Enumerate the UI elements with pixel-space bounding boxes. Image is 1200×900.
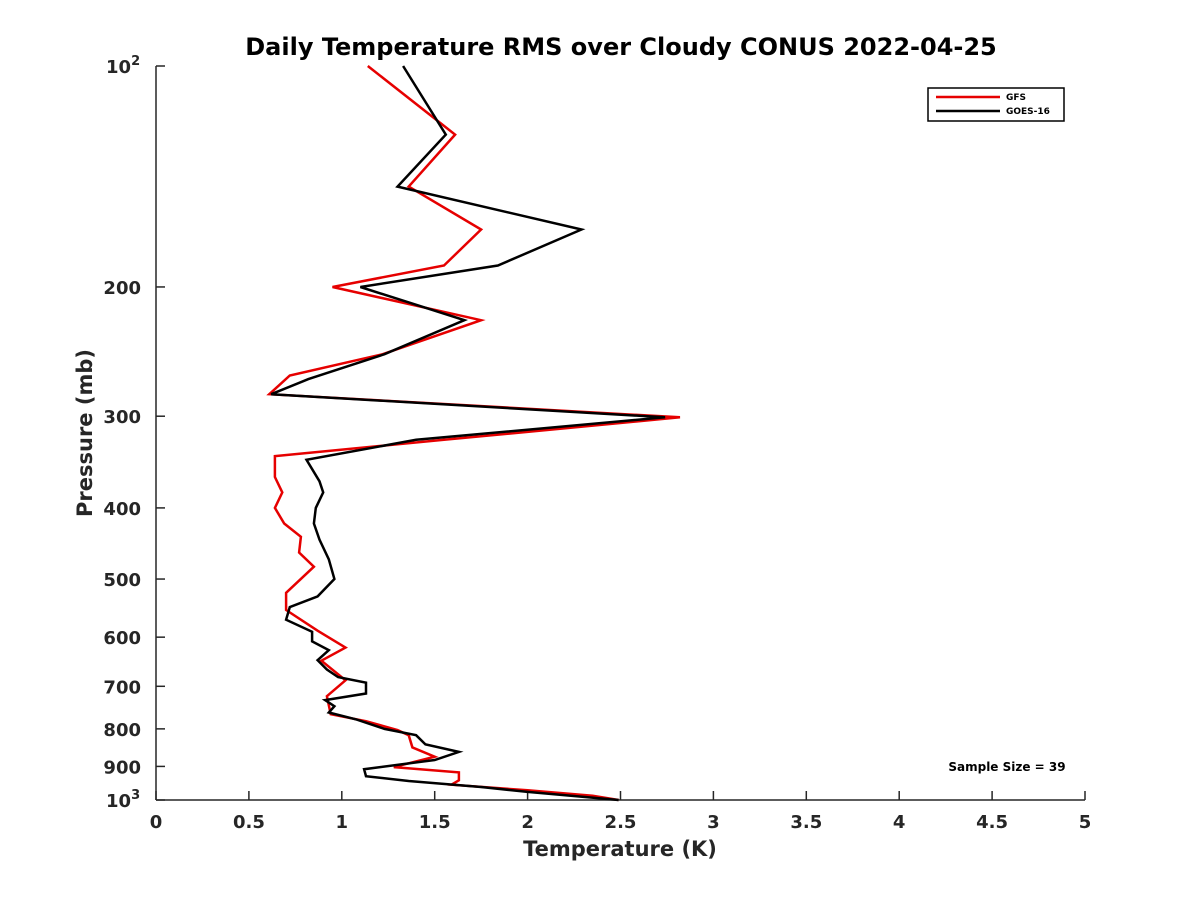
legend-label-goes16: GOES-16: [1006, 107, 1050, 117]
y-tick-label: 900: [103, 757, 141, 778]
y-tick-label: 500: [103, 570, 141, 591]
x-tick-label: 2: [521, 812, 534, 833]
x-tick-label: 3.5: [790, 812, 822, 833]
legend: GFS GOES-16: [927, 87, 1065, 122]
x-tick-label: 1: [336, 812, 349, 833]
x-tick-label: 3: [707, 812, 720, 833]
y-tick-label: 300: [103, 407, 141, 428]
x-tick-label: 4.5: [976, 812, 1008, 833]
legend-box: [927, 87, 1065, 122]
y-tick-label-exponent: 2: [131, 54, 140, 69]
chart-title: Daily Temperature RMS over Cloudy CONUS …: [245, 33, 997, 61]
y-tick-label-base: 10: [106, 791, 131, 812]
y-tick-label: 103: [106, 788, 140, 812]
x-axis-ticks: 0 0.5 1 1.5 2 2.5 3 3.5 4 4.5 5: [150, 791, 1092, 833]
y-tick-label: 700: [103, 677, 141, 698]
sample-size-annotation: Sample Size = 39: [948, 760, 1065, 774]
series-layer: [266, 65, 681, 802]
x-tick-label: 1.5: [419, 812, 451, 833]
x-tick-label: 4: [893, 812, 906, 833]
y-tick-label: 400: [103, 499, 141, 520]
y-tick-label-base: 10: [106, 57, 131, 78]
y-tick-label-exponent: 3: [131, 788, 140, 803]
x-tick-label: 0.5: [233, 812, 265, 833]
y-tick-label: 102: [106, 54, 140, 78]
y-tick-label: 600: [103, 628, 141, 649]
legend-label-gfs: GFS: [1006, 93, 1026, 103]
x-tick-label: 0: [150, 812, 163, 833]
x-tick-label: 5: [1079, 812, 1092, 833]
y-axis-label: Pressure (mb): [73, 349, 97, 517]
x-axis-label: Temperature (K): [523, 837, 717, 861]
y-tick-label: 200: [103, 278, 141, 299]
x-tick-label: 2.5: [605, 812, 637, 833]
series-line-goes16: [270, 65, 666, 802]
y-tick-label: 800: [103, 720, 141, 741]
